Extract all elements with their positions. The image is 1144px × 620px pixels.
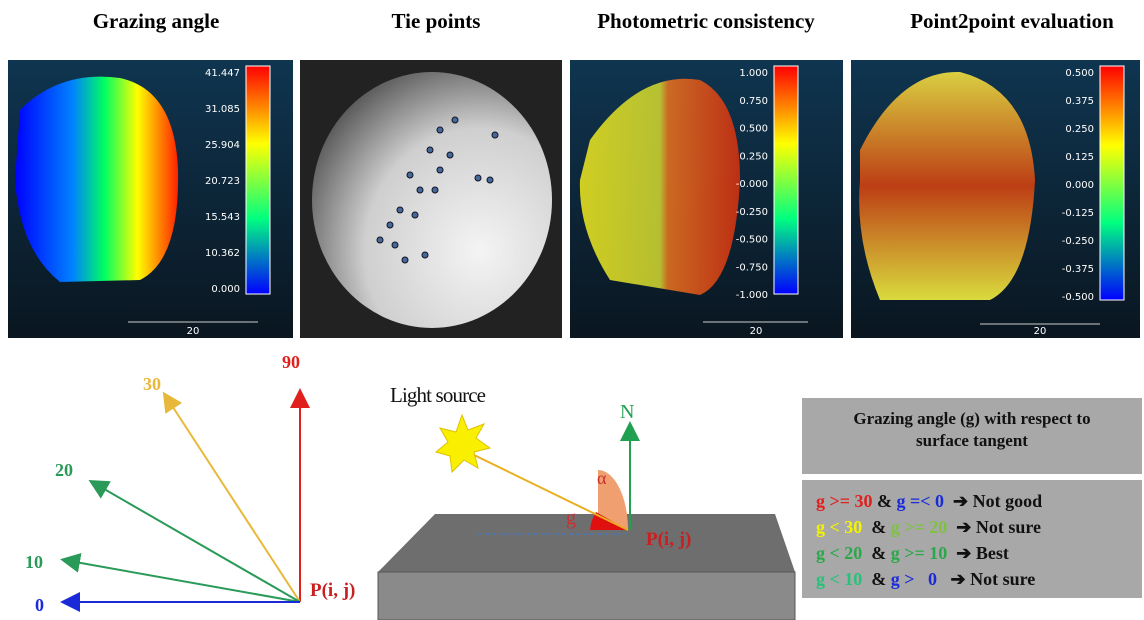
- scale-label: 20: [1034, 326, 1047, 337]
- legend-segment: &: [862, 543, 891, 563]
- angle-label: 20: [55, 460, 73, 480]
- legend-segment: ➔ Not sure: [937, 569, 1035, 589]
- normal-label: N: [620, 401, 634, 423]
- point-label: P(i, j): [646, 529, 691, 550]
- legend-segment: g >= 20: [891, 517, 948, 537]
- colorbar-label: 0.500: [739, 124, 768, 135]
- colorbar-label: 41.447: [205, 68, 240, 79]
- angle-label: 0: [35, 595, 44, 615]
- colorbar: [774, 66, 798, 294]
- legend-row: g >= 30 & g =< 0 ➔ Not good: [816, 491, 1042, 511]
- colorbar-label: 0.750: [739, 96, 768, 107]
- colorbar-label: -0.250: [736, 207, 768, 218]
- legend-segment: ➔ Not sure: [947, 517, 1041, 537]
- legend-segment: &: [862, 569, 891, 589]
- panel-title: Photometric consistency: [597, 9, 815, 33]
- colorbar-label: 15.543: [205, 212, 240, 223]
- slab-top: [378, 514, 795, 572]
- colorbar-label: -0.000: [736, 179, 768, 190]
- light-diagram: [378, 415, 795, 620]
- sphere: [312, 72, 552, 328]
- scale-label: 20: [750, 326, 763, 337]
- angle-diagram: [64, 392, 300, 602]
- legend-row: g < 30 & g >= 20 ➔ Not sure: [816, 517, 1041, 537]
- legend-segment: g >= 30: [816, 491, 873, 511]
- colorbar-label: -0.375: [1062, 264, 1094, 275]
- legend-segment: g >= 10: [891, 543, 948, 563]
- colorbar-label: 0.250: [1065, 124, 1094, 135]
- colorbar-label: 0.375: [1065, 96, 1094, 107]
- panel-title: Tie points: [392, 9, 481, 33]
- figure: Grazing angle 41.447 31.085 25.904 20.723 15.…: [0, 0, 1144, 620]
- colorbar-label: 0.250: [739, 151, 768, 162]
- legend-row: g < 20 & g >= 10 ➔ Best: [816, 543, 1009, 563]
- colorbar-label: -0.250: [1062, 236, 1094, 247]
- g-label: g: [566, 507, 576, 529]
- angle-label: 90: [282, 352, 300, 372]
- panels: [8, 60, 1140, 338]
- colorbar-label: 0.000: [1065, 180, 1094, 191]
- colorbar-label: 0.125: [1065, 152, 1094, 163]
- colorbar-label: 0.000: [211, 284, 240, 295]
- colorbar-label: 1.000: [739, 68, 768, 79]
- legend-segment: &: [862, 517, 891, 537]
- colorbar-label: 25.904: [205, 140, 240, 151]
- grazing-map: [15, 77, 178, 282]
- colorbar-label: -1.000: [736, 290, 768, 301]
- colorbar-label: -0.500: [1062, 292, 1094, 303]
- light-label: Light source: [390, 383, 486, 407]
- scale-label: 20: [187, 326, 200, 337]
- legend-segment: g =< 0: [897, 491, 945, 511]
- colorbar-label: 31.085: [205, 104, 240, 115]
- angle-label: 30: [143, 374, 161, 394]
- legend-segment: g < 10: [816, 569, 862, 589]
- legend-segment: g < 30: [816, 517, 862, 537]
- legend-segment: g > 0: [891, 569, 937, 589]
- colorbar: [1100, 66, 1124, 300]
- legend-title-line: Grazing angle (g) with respect to: [853, 409, 1090, 428]
- colorbar-label: -0.125: [1062, 208, 1094, 219]
- legend-segment: ➔ Not good: [944, 491, 1042, 511]
- legend-title-line: surface tangent: [916, 431, 1028, 450]
- colorbar: [246, 66, 270, 294]
- point-label: P(i, j): [310, 580, 355, 601]
- slab-front: [378, 572, 795, 620]
- panel-title: Point2point evaluation: [910, 9, 1114, 33]
- colorbar-label: 10.362: [205, 248, 240, 259]
- alpha-label: α: [597, 468, 607, 488]
- colorbar-label: -0.750: [736, 262, 768, 273]
- legend-segment: g < 20: [816, 543, 862, 563]
- colorbar-label: 20.723: [205, 176, 240, 187]
- legend-row: g < 10 & g > 0 ➔ Not sure: [816, 569, 1035, 589]
- arrow-30: [165, 395, 300, 602]
- colorbar-label: -0.500: [736, 235, 768, 246]
- legend-segment: &: [873, 491, 897, 511]
- panel-title: Grazing angle: [93, 9, 220, 33]
- colorbar-label: 0.500: [1065, 68, 1094, 79]
- legend-segment: ➔ Best: [947, 543, 1009, 563]
- sun: [436, 415, 490, 472]
- angle-label: 10: [25, 552, 43, 572]
